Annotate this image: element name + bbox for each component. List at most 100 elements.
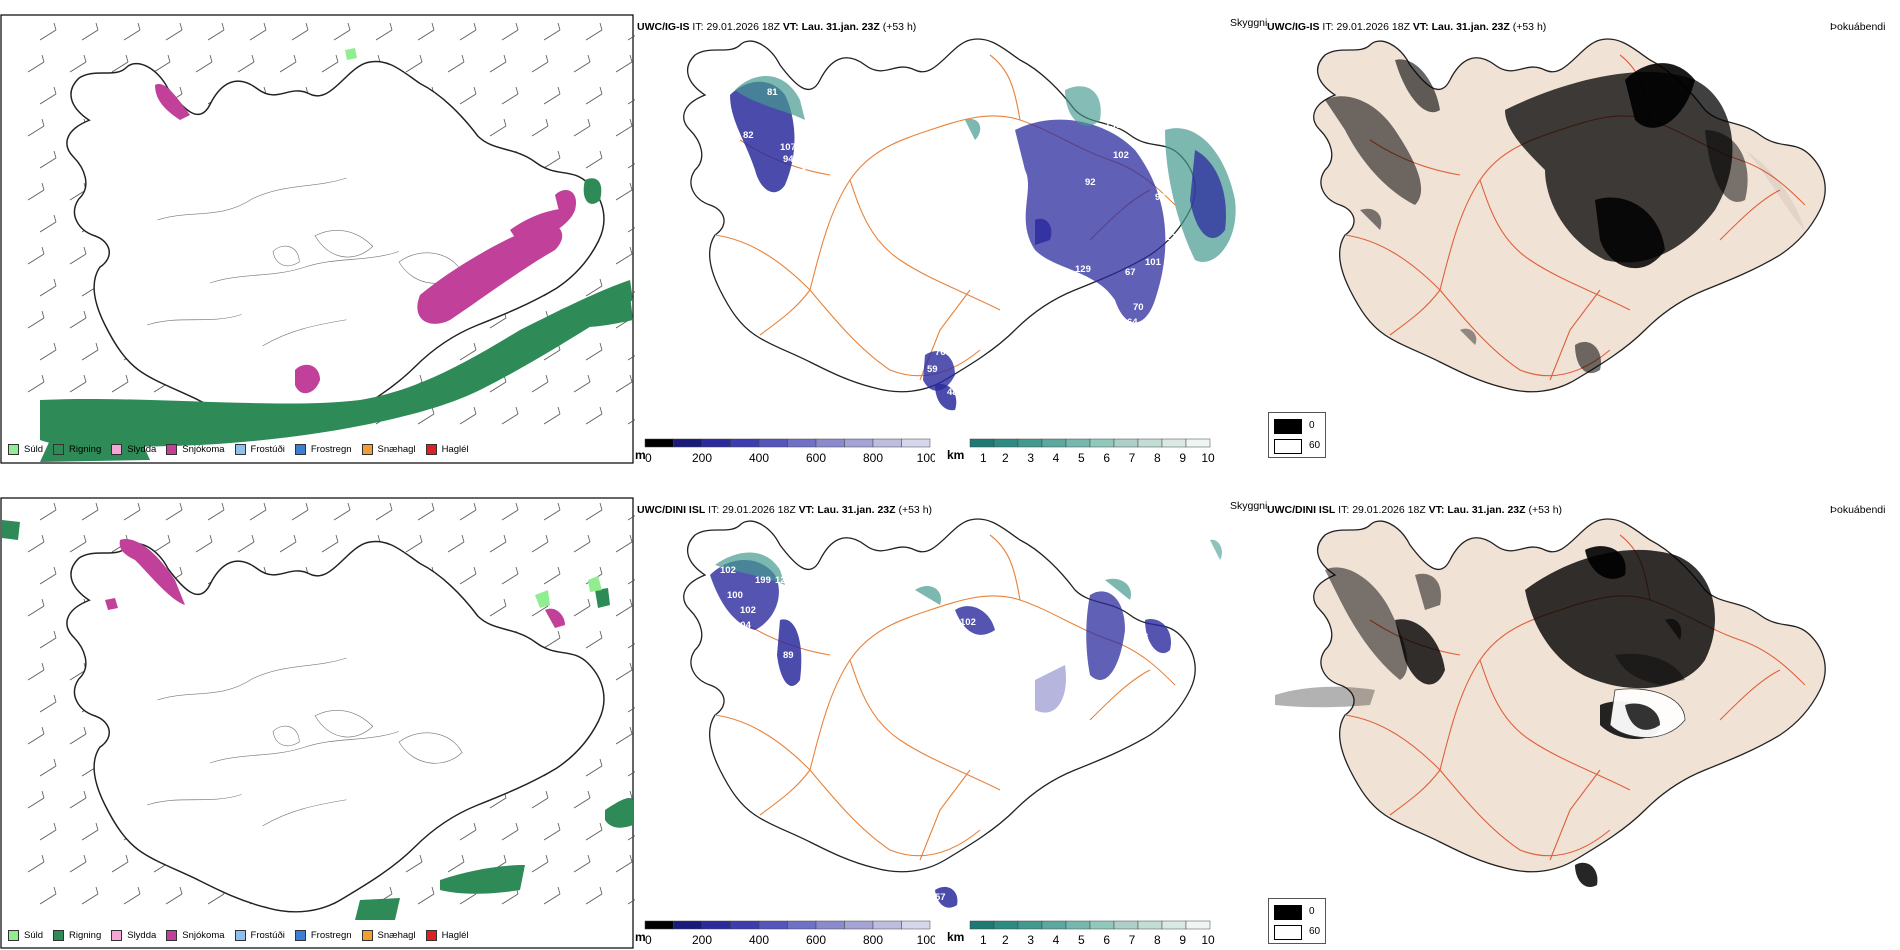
wind-barb (459, 406, 477, 425)
wind-barb (39, 150, 57, 169)
wind-barb (333, 22, 351, 41)
wind-barb (459, 22, 477, 41)
wind-barb (39, 630, 57, 649)
wind-barb (627, 515, 635, 521)
height-label: 199 (755, 575, 771, 586)
rain-area (440, 865, 525, 894)
colorbar-step (1113, 438, 1139, 448)
colorbar-step (1113, 920, 1139, 930)
colorbar-step (1161, 438, 1187, 448)
legend-item-snow: Snjókoma (166, 444, 225, 455)
wind-barb (417, 886, 435, 905)
colorbar-step (730, 438, 760, 448)
height-label: 129 (1075, 264, 1091, 275)
wind-barb (627, 419, 635, 425)
road-line (849, 659, 1001, 791)
legend-item-snow-pellets: Snæhagl (361, 444, 416, 455)
snow-area (105, 598, 118, 610)
wind-barb (153, 534, 171, 553)
road-line (1549, 769, 1601, 861)
wind-barb (27, 374, 45, 393)
rain-area (40, 438, 150, 462)
colorbar-tick: 800 (863, 933, 883, 947)
colorbar-tick: 1000 (917, 933, 935, 947)
height-colorbar-graphic: 0 200 400 600 800 1000 (644, 438, 935, 465)
height-label: 59 (927, 364, 938, 375)
wind-barb (627, 707, 635, 713)
colorbar-tick: 1000 (917, 451, 935, 465)
fog-legend-swatch (1274, 925, 1302, 940)
precip-type-panel-top: UWC/IG-IS IT: 29.01.2026 18Z VT: Lau. 31… (0, 0, 635, 465)
wind-barb (195, 534, 213, 553)
wind-barb (615, 854, 633, 873)
height-label: 102 (720, 565, 736, 576)
wind-barb (39, 214, 57, 233)
colorbar-tick: 800 (863, 451, 883, 465)
colorbar-step (644, 920, 674, 930)
height-label: 104 (735, 620, 752, 631)
height-label: 76 (935, 347, 946, 358)
road-line (1479, 659, 1631, 791)
wind-barb (531, 54, 549, 73)
fog-areas (1275, 546, 1715, 888)
wind-barb (123, 886, 141, 905)
fog-legend: 0 60 (1268, 412, 1326, 458)
colorbar-tick: 8 (1154, 933, 1161, 947)
road-line (989, 54, 1021, 121)
coastline (66, 540, 605, 913)
rain-area (595, 588, 610, 608)
height-label: 102 (1113, 150, 1129, 161)
drizzle-area (588, 576, 602, 592)
fog-panel-bottom: UWC/DINI ISL IT: 29.01.2026 18Z VT: Lau.… (1265, 480, 1900, 950)
wind-barb (69, 790, 87, 809)
wind-barb (417, 22, 435, 41)
wind-barb (501, 86, 519, 105)
wind-barb (39, 566, 57, 585)
wind-barb (81, 22, 99, 41)
wind-barb (531, 534, 549, 553)
wind-barb (81, 822, 99, 841)
wind-barb (27, 54, 45, 73)
wind-barb (585, 86, 603, 105)
contour-line (157, 177, 347, 221)
wind-barb (81, 342, 99, 361)
height-label: 92 (1085, 177, 1096, 188)
terrain-contours (146, 657, 463, 827)
colorbar-step (969, 438, 995, 448)
wind-barb (543, 886, 561, 905)
colorbar-tick: 7 (1129, 933, 1136, 947)
wind-barb (501, 22, 519, 41)
wind-barb (375, 502, 393, 521)
fog-map (1275, 518, 1826, 888)
wind-barb (531, 790, 549, 809)
wind-barb (573, 118, 591, 137)
snow-area (545, 608, 565, 628)
wind-barb (573, 598, 591, 617)
wind-barb (27, 246, 45, 265)
wind-barb (39, 694, 57, 713)
wind-barb (69, 534, 87, 553)
wind-barb (615, 118, 633, 137)
colorbar-step (1017, 920, 1043, 930)
road-network (714, 534, 1176, 861)
snow-area (119, 539, 185, 605)
colorbar-tick: 0 (645, 451, 652, 465)
precip-map (0, 14, 635, 464)
wind-barb (573, 854, 591, 873)
colorbar-tick: 0 (645, 933, 652, 947)
wind-barb (627, 899, 635, 905)
wind-barb (405, 54, 423, 73)
height-label: 102 (960, 617, 976, 628)
wind-barb (585, 758, 603, 777)
height-label: 82 (743, 130, 754, 141)
panel-header: UWC/DINI ISL IT: 29.01.2026 18Z VT: Lau.… (637, 504, 933, 516)
colorbar-step (701, 920, 731, 930)
contour-line (314, 709, 374, 738)
height-label: 94 (783, 154, 794, 165)
road-line (849, 179, 1001, 311)
precip-legend: Súld Rigning Slydda Snjókoma Frostúði Fr… (8, 930, 469, 941)
fog-legend-swatch (1274, 439, 1302, 454)
colorbar-step (787, 438, 817, 448)
road-line (1719, 669, 1781, 721)
wind-barb (447, 854, 465, 873)
